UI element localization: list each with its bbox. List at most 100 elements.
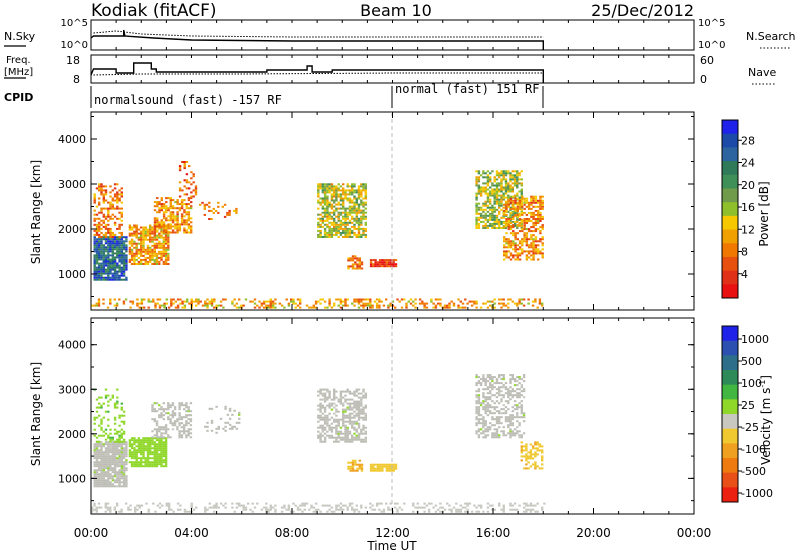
range-gate-cell [190, 229, 193, 232]
range-gate-cell [98, 266, 101, 269]
range-gate-cell [504, 412, 508, 415]
range-gate-cell [333, 406, 336, 409]
range-gate-cell [394, 465, 398, 468]
range-gate-cell [125, 451, 128, 454]
range-gate-cell [518, 258, 522, 261]
range-gate-cell [498, 200, 501, 203]
range-gate-cell [484, 400, 487, 403]
range-gate-cell [374, 463, 377, 466]
range-gate-cell [348, 231, 352, 234]
range-gate-cell [317, 187, 320, 190]
range-gate-cell [495, 410, 499, 413]
range-gate-cell [344, 209, 347, 212]
range-gate-cell [135, 457, 138, 460]
range-gate-cell [527, 207, 531, 210]
range-gate-cell [475, 382, 478, 385]
range-gate-cell [146, 443, 150, 446]
range-gate-cell [378, 298, 381, 301]
range-gate-cell [346, 217, 349, 220]
range-gate-cell [531, 304, 535, 307]
range-gate-cell [104, 185, 108, 188]
range-gate-cell [509, 502, 512, 505]
range-gate-cell [335, 199, 338, 202]
range-gate-cell [346, 215, 349, 218]
range-gate-cell [128, 232, 132, 235]
range-gate-cell [183, 163, 186, 166]
range-gate-cell [461, 306, 465, 309]
range-gate-cell [178, 402, 181, 405]
range-gate-cell [140, 254, 143, 257]
range-gate-cell [133, 256, 136, 259]
range-gate-cell [339, 400, 343, 403]
range-gate-cell [342, 211, 345, 214]
range-gate-cell [479, 192, 483, 195]
range-gate-cell [160, 443, 163, 446]
range-gate-cell [337, 236, 340, 238]
range-gate-cell [111, 453, 114, 456]
range-gate-cell [484, 202, 487, 205]
range-gate-cell [125, 481, 128, 484]
range-gate-cell [104, 207, 108, 210]
range-gate-cell [95, 445, 99, 448]
range-gate-cell [111, 240, 114, 243]
range-gate-cell [113, 471, 117, 474]
range-gate-cell [118, 451, 121, 454]
range-gate-cell [176, 207, 179, 210]
range-gate-cell [333, 227, 336, 230]
range-gate-cell [91, 304, 94, 307]
range-gate-cell [344, 408, 347, 411]
range-gate-cell [131, 302, 135, 305]
range-gate-cell [213, 506, 216, 509]
range-gate-cell [98, 201, 101, 204]
range-gate-cell [129, 306, 132, 309]
range-gate-cell [120, 270, 123, 273]
range-gate-cell [335, 426, 338, 429]
range-gate-cell [486, 428, 490, 431]
range-gate-cell [219, 502, 223, 505]
range-gate-cell [513, 404, 517, 407]
range-gate-cell [226, 413, 230, 416]
range-gate-cell [107, 240, 110, 243]
range-gate-cell [173, 424, 177, 427]
nsky-label: N.Sky [4, 30, 36, 43]
range-gate-cell [155, 428, 159, 431]
range-gate-cell [459, 504, 462, 507]
range-gate-cell [491, 436, 494, 439]
range-gate-cell [516, 414, 519, 417]
range-gate-cell [364, 233, 367, 236]
range-gate-cell [171, 219, 175, 222]
range-gate-cell [344, 191, 347, 194]
range-gate-cell [348, 408, 352, 411]
range-gate-cell [335, 223, 338, 226]
range-gate-cell [98, 414, 101, 417]
range-gate-cell [142, 263, 145, 265]
range-gate-cell [425, 302, 429, 305]
range-gate-cell [493, 210, 496, 213]
range-gate-cell [356, 267, 359, 270]
range-gate-cell [516, 227, 519, 229]
range-gate-cell [511, 432, 514, 435]
range-gate-cell [107, 248, 110, 251]
range-gate-cell [319, 424, 322, 427]
range-gate-cell [521, 242, 524, 245]
range-gate-cell [353, 298, 356, 301]
range-gate-cell [530, 220, 533, 222]
range-gate-cell [509, 374, 512, 377]
range-gate-cell [269, 504, 272, 507]
range-gate-cell [156, 223, 159, 226]
range-gate-cell [364, 506, 367, 509]
range-gate-cell [475, 206, 478, 209]
range-gate-cell [339, 396, 343, 399]
range-gate-cell [120, 252, 123, 255]
range-gate-cell [493, 418, 496, 421]
y-tick-label: 4000 [58, 133, 86, 146]
range-gate-cell [534, 197, 538, 200]
range-gate-cell [495, 202, 499, 205]
range-gate-cell [337, 410, 340, 413]
range-gate-cell [339, 302, 343, 305]
range-gate-cell [133, 226, 136, 229]
range-gate-cell [482, 426, 485, 429]
range-gate-cell [360, 392, 363, 395]
range-gate-cell [405, 302, 408, 305]
range-gate-cell [173, 406, 177, 409]
